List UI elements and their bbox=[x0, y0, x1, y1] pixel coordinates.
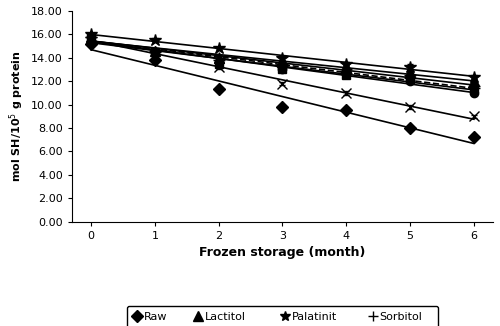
Legend: Raw, Sucrose, Lactitol, Maltodextrin, Palatinit, Polydextrose, Sorbitol, Trehalo: Raw, Sucrose, Lactitol, Maltodextrin, Pa… bbox=[127, 306, 438, 326]
Y-axis label: mol SH/10$^5$ g protein: mol SH/10$^5$ g protein bbox=[7, 51, 26, 182]
X-axis label: Frozen storage (month): Frozen storage (month) bbox=[200, 246, 366, 259]
